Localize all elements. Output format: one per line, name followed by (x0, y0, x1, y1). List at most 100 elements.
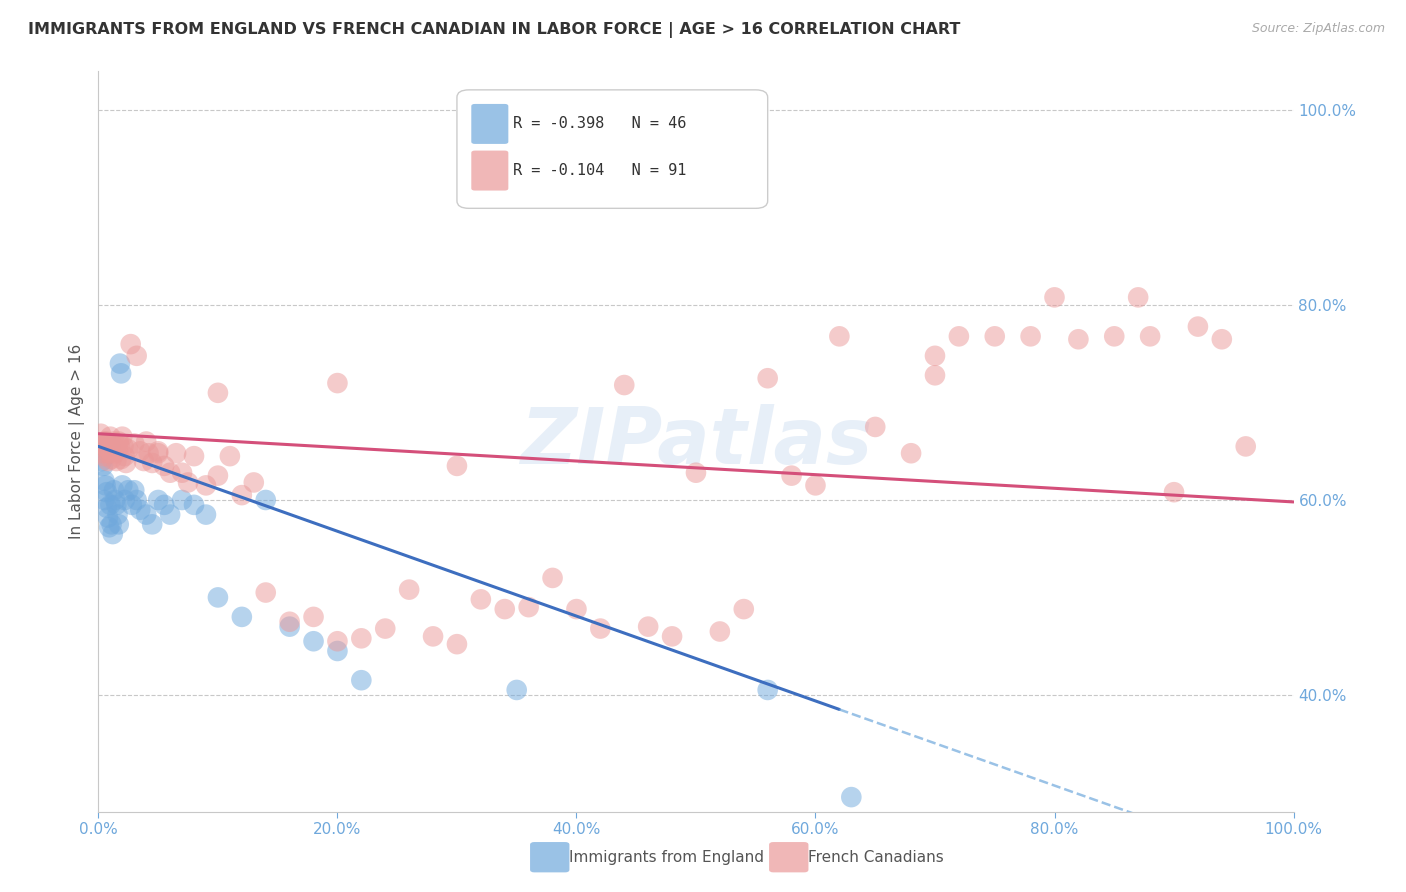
Point (1211, 332, 1233, 346)
Point (177, 475, 200, 490)
Point (91, 446, 114, 460)
Point (97, 510, 120, 524)
Point (90, 439, 112, 453)
Point (780, 468, 803, 483)
Point (91, 458, 114, 473)
Point (517, 600, 540, 615)
Point (195, 478, 218, 492)
Y-axis label: In Labor Force | Age > 16: In Labor Force | Age > 16 (69, 344, 84, 539)
Point (446, 458, 468, 473)
Point (121, 498, 143, 512)
FancyBboxPatch shape (471, 104, 509, 144)
Point (112, 439, 135, 453)
Point (96, 500, 118, 515)
Point (948, 329, 970, 343)
Point (278, 615, 301, 629)
Point (148, 446, 170, 460)
Point (114, 449, 136, 463)
Point (1128, 290, 1150, 304)
FancyBboxPatch shape (471, 151, 509, 191)
Point (183, 449, 205, 463)
Point (1234, 439, 1257, 453)
Point (865, 420, 887, 434)
Point (709, 624, 731, 639)
Point (97, 442, 120, 457)
Point (733, 602, 755, 616)
Point (1104, 329, 1126, 343)
Point (141, 456, 163, 470)
Point (1067, 332, 1090, 346)
Text: ZIPatlas: ZIPatlas (520, 403, 872, 480)
Point (541, 571, 564, 585)
Point (470, 592, 492, 607)
Point (105, 454, 128, 468)
Point (94, 478, 117, 492)
Point (207, 468, 229, 483)
Point (148, 444, 170, 458)
Point (756, 371, 779, 385)
Point (506, 682, 529, 697)
Point (129, 444, 152, 458)
Point (278, 620, 301, 634)
Text: R = -0.398   N = 46: R = -0.398 N = 46 (513, 117, 686, 131)
Point (108, 439, 131, 453)
Point (1043, 290, 1066, 304)
Point (1019, 329, 1042, 343)
Point (90, 426, 112, 441)
Point (183, 498, 205, 512)
Point (1139, 329, 1161, 343)
Point (350, 673, 373, 688)
Point (124, 483, 146, 498)
Point (101, 439, 124, 453)
Point (93, 493, 115, 508)
Point (494, 602, 516, 616)
Point (100, 452, 122, 467)
Point (924, 368, 946, 383)
Point (231, 488, 253, 502)
Point (159, 508, 181, 522)
Point (153, 498, 176, 512)
Point (117, 442, 139, 457)
Point (125, 493, 148, 508)
Point (565, 602, 588, 616)
Point (110, 367, 132, 381)
Point (120, 337, 142, 351)
Point (254, 493, 277, 508)
Point (841, 790, 863, 805)
Point (254, 585, 277, 599)
Point (195, 508, 218, 522)
Point (114, 493, 136, 508)
Point (1163, 485, 1185, 500)
Point (107, 434, 129, 449)
Point (219, 449, 242, 463)
Point (104, 446, 127, 460)
Point (172, 493, 194, 508)
Point (98, 430, 122, 444)
Point (661, 629, 683, 643)
Text: R = -0.104   N = 91: R = -0.104 N = 91 (513, 163, 686, 178)
Point (613, 378, 636, 392)
Point (685, 466, 707, 480)
Point (159, 466, 181, 480)
Point (93, 434, 115, 449)
Point (350, 632, 373, 646)
Point (104, 493, 127, 508)
Text: French Canadians: French Canadians (808, 850, 945, 864)
Point (103, 434, 125, 449)
Point (98, 446, 121, 460)
Point (125, 349, 148, 363)
Point (804, 478, 827, 492)
Text: IMMIGRANTS FROM ENGLAND VS FRENCH CANADIAN IN LABOR FORCE | AGE > 16 CORRELATION: IMMIGRANTS FROM ENGLAND VS FRENCH CANADI… (28, 22, 960, 38)
Point (207, 385, 229, 400)
Point (172, 466, 194, 480)
Point (107, 517, 129, 532)
Point (984, 329, 1007, 343)
Point (124, 436, 146, 450)
FancyBboxPatch shape (457, 90, 768, 209)
Point (153, 458, 176, 473)
Point (107, 442, 129, 457)
Point (103, 483, 125, 498)
Point (110, 452, 132, 467)
Point (98, 444, 122, 458)
Point (302, 610, 325, 624)
